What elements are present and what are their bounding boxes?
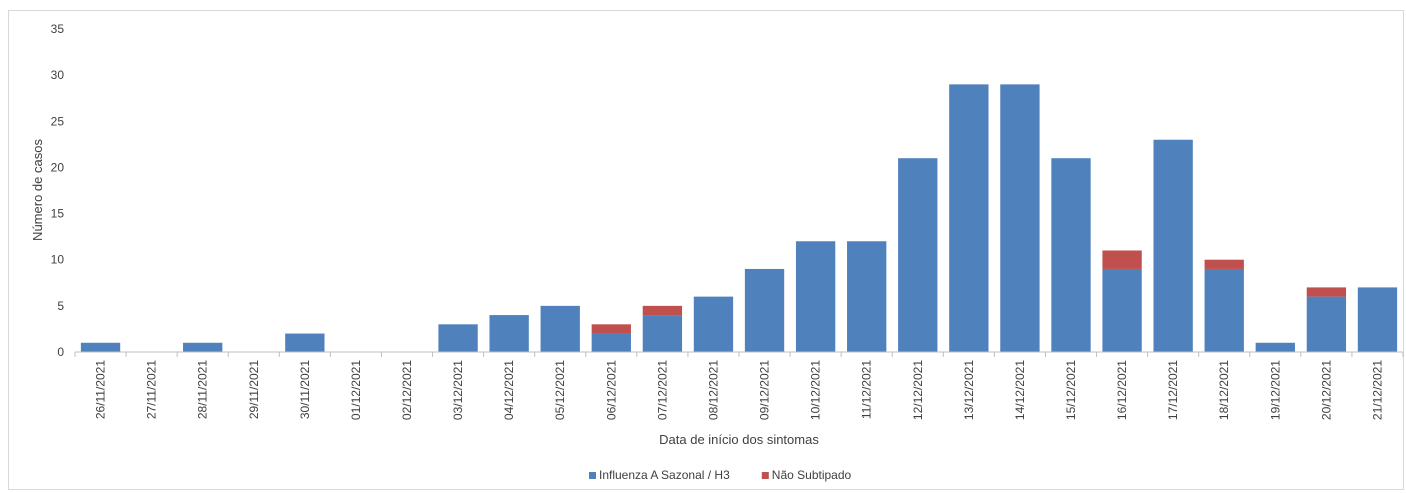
bar-influenza-a-h3 (693, 296, 734, 352)
bar-influenza-a-h3 (1051, 158, 1091, 352)
x-axis-title: Data de início dos sintomas (659, 432, 819, 447)
bar-influenza-a-h3 (1306, 296, 1347, 352)
bar-influenza-a-h3 (847, 241, 887, 352)
x-tick-label: 15/12/2021 (1064, 360, 1078, 420)
x-tick-label: 29/11/2021 (247, 360, 261, 419)
bar-influenza-a-h3 (540, 305, 580, 352)
bar-nao-subtipado (642, 305, 683, 316)
bar-influenza-a-h3 (591, 333, 631, 352)
x-tick-label: 03/12/2021 (451, 360, 465, 420)
bar-influenza-a-h3 (898, 158, 938, 352)
bar-nao-subtipado (1204, 259, 1244, 269)
bar-influenza-a-h3 (438, 324, 478, 352)
x-tick-label: 06/12/2021 (604, 360, 618, 420)
y-tick-label: 35 (51, 22, 65, 36)
x-tick-label: 18/12/2021 (1217, 360, 1231, 420)
y-tick-label: 15 (51, 207, 65, 221)
x-tick-label: 04/12/2021 (502, 360, 516, 420)
bar-influenza-a-h3 (744, 268, 785, 352)
x-tick-label: 21/12/2021 (1370, 360, 1384, 420)
legend: Influenza A Sazonal / H3 Não Subtipado (589, 468, 852, 482)
bar-influenza-a-h3 (1000, 84, 1040, 352)
bar-nao-subtipado (1102, 250, 1142, 269)
bar-influenza-a-h3 (1153, 139, 1193, 352)
x-tick-label: 08/12/2021 (706, 360, 720, 420)
bar-influenza-a-h3 (285, 333, 325, 352)
bar-influenza-a-h3 (642, 315, 683, 352)
x-tick-label: 07/12/2021 (655, 360, 669, 420)
y-tick-label: 5 (57, 299, 64, 313)
y-axis-ticks: 0 5 10 15 20 25 30 35 (51, 22, 65, 359)
x-tick-label: 28/11/2021 (196, 360, 210, 419)
y-tick-label: 25 (51, 114, 65, 128)
x-tick-label: 27/11/2021 (145, 360, 159, 419)
x-tick-label: 17/12/2021 (1166, 360, 1180, 420)
x-tick-label: 20/12/2021 (1319, 360, 1333, 420)
bar-influenza-a-h3 (489, 315, 529, 352)
bar-influenza-a-h3 (1204, 268, 1244, 352)
x-tick-label: 14/12/2021 (1013, 360, 1027, 420)
bar-influenza-a-h3 (1357, 287, 1398, 352)
legend-label: Não Subtipado (772, 468, 852, 482)
x-tick-label: 30/11/2021 (298, 360, 312, 419)
y-axis-title: Número de casos (30, 139, 45, 241)
legend-label: Influenza A Sazonal / H3 (599, 468, 730, 482)
x-tick-label: 11/12/2021 (860, 360, 874, 419)
x-tick-label: 01/12/2021 (349, 360, 363, 420)
x-tick-label: 16/12/2021 (1115, 360, 1129, 420)
x-tick-label: 13/12/2021 (962, 360, 976, 420)
y-tick-label: 20 (51, 160, 65, 174)
bar-influenza-a-h3 (795, 241, 836, 352)
y-tick-label: 30 (51, 68, 65, 82)
x-tick-label: 05/12/2021 (553, 360, 567, 420)
x-tick-label: 19/12/2021 (1268, 360, 1282, 420)
bar-influenza-a-h3 (949, 84, 989, 352)
bar-influenza-a-h3 (1255, 342, 1295, 352)
x-tick-label: 12/12/2021 (911, 360, 925, 420)
x-tick-label: 02/12/2021 (400, 360, 414, 420)
bar-nao-subtipado (1306, 287, 1347, 297)
bar-influenza-a-h3 (183, 342, 223, 352)
x-tick-label: 26/11/2021 (94, 360, 108, 419)
legend-swatch (589, 472, 596, 479)
bar-nao-subtipado (591, 324, 631, 334)
bars (80, 84, 1398, 352)
bar-influenza-a-h3 (80, 342, 121, 352)
y-tick-label: 10 (51, 253, 65, 267)
bar-influenza-a-h3 (1102, 268, 1142, 352)
legend-swatch (761, 472, 769, 479)
x-tick-label: 09/12/2021 (758, 360, 772, 420)
y-tick-label: 0 (57, 345, 64, 359)
x-tick-label: 10/12/2021 (809, 360, 823, 420)
x-axis-ticks: 26/11/2021 27/11/2021 28/11/2021 29/11/2021… (74, 352, 1404, 420)
